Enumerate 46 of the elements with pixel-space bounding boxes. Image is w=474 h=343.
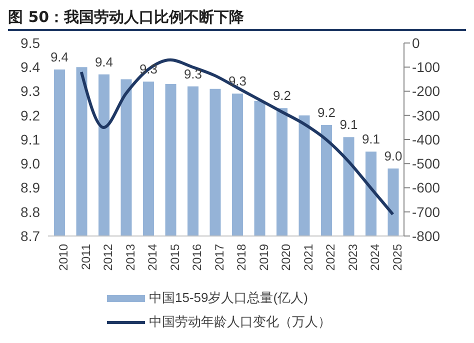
y2-tick-label: -500 xyxy=(412,156,440,172)
data-label: 9.3 xyxy=(228,74,247,89)
chart-title: 图 50：我国劳动人口比例不断下降 xyxy=(8,8,466,31)
data-label: 9.1 xyxy=(340,117,358,132)
x-tick-label: 2018 xyxy=(234,244,249,271)
x-tick-label: 2024 xyxy=(368,244,382,271)
x-tick-label: 2021 xyxy=(301,244,316,271)
y-tick-label: 9.4 xyxy=(20,59,40,76)
y-tick-label: 9.0 xyxy=(20,156,40,172)
data-label: 9.4 xyxy=(50,50,69,65)
y2-tick-label: -800 xyxy=(412,228,440,244)
x-tick-label: 2020 xyxy=(279,244,294,271)
x-tick-label: 2014 xyxy=(146,244,160,271)
x-tick-label: 2010 xyxy=(56,244,71,271)
y2-tick-label: -200 xyxy=(412,83,440,100)
data-label: 9.0 xyxy=(384,148,402,164)
y2-tick-label: -300 xyxy=(412,107,440,124)
data-label: 9.1 xyxy=(362,132,380,147)
y2-tick-label: -100 xyxy=(412,59,440,76)
y-tick-label: 9.5 xyxy=(20,34,40,51)
x-tick-label: 2015 xyxy=(168,244,182,271)
y-tick-label: 9.3 xyxy=(20,83,40,100)
x-tick-label: 2012 xyxy=(101,244,116,271)
y2-tick-label: -700 xyxy=(412,204,440,220)
legend-label: 中国15-59岁人口总量(亿人) xyxy=(149,289,308,307)
y-tick-label: 9.2 xyxy=(20,107,40,124)
y2-tick-label: -600 xyxy=(412,180,440,196)
y2-tick-label: -400 xyxy=(412,131,440,148)
y-tick-label: 8.7 xyxy=(20,228,40,244)
data-label: 9.2 xyxy=(317,105,336,120)
y-tick-label: 9.1 xyxy=(20,131,40,148)
data-label: 9.2 xyxy=(272,88,292,104)
x-tick-label: 2017 xyxy=(212,244,226,271)
legend-label: 中国劳动年龄人口变化（万人） xyxy=(149,313,331,331)
y-tick-label: 8.9 xyxy=(20,180,40,196)
x-tick-label: 2013 xyxy=(123,244,138,271)
y-tick-label: 8.8 xyxy=(20,204,40,220)
x-tick-label: 2011 xyxy=(78,244,93,270)
x-tick-label: 2025 xyxy=(390,244,404,271)
x-tick-label: 2019 xyxy=(256,244,271,271)
y2-tick-label: 0 xyxy=(412,34,420,51)
x-tick-label: 2022 xyxy=(324,244,338,271)
x-tick-label: 2016 xyxy=(190,244,204,271)
data-label: 9.3 xyxy=(184,66,202,82)
x-tick-label: 2023 xyxy=(346,244,360,271)
data-label: 9.4 xyxy=(94,54,114,70)
